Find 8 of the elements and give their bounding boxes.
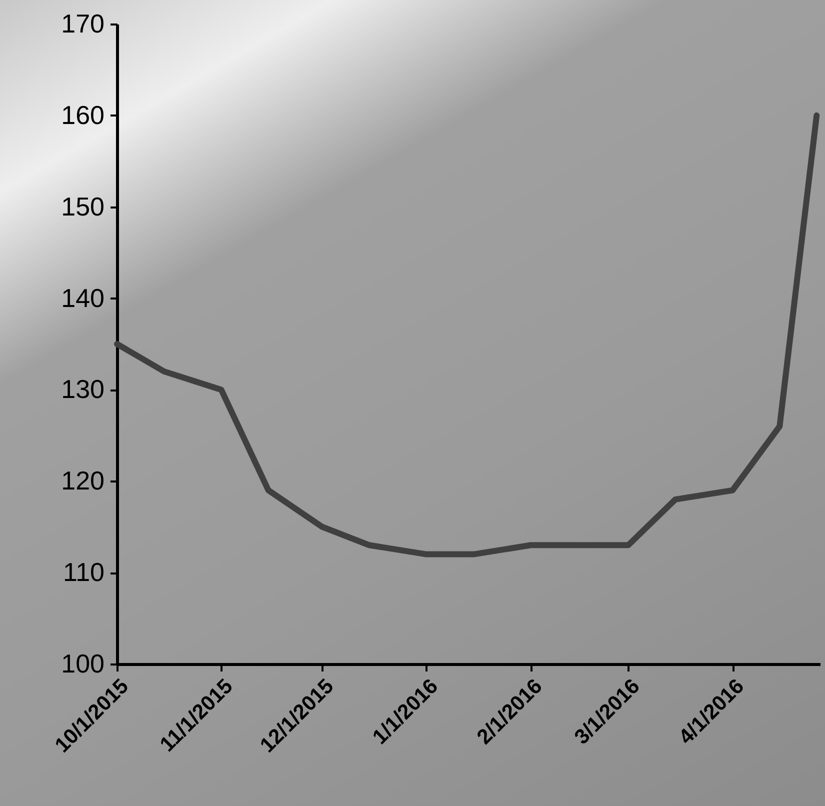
y-tick-label: 160 <box>61 100 104 130</box>
y-tick-label: 140 <box>61 282 104 313</box>
y-tick-label: 130 <box>61 374 104 404</box>
y-tick-label: 150 <box>61 191 104 222</box>
y-tick-label: 100 <box>61 648 104 678</box>
y-tick-label: 110 <box>63 557 104 588</box>
y-tick-label: 120 <box>61 466 104 496</box>
y-tick-label: 170 <box>61 8 104 38</box>
